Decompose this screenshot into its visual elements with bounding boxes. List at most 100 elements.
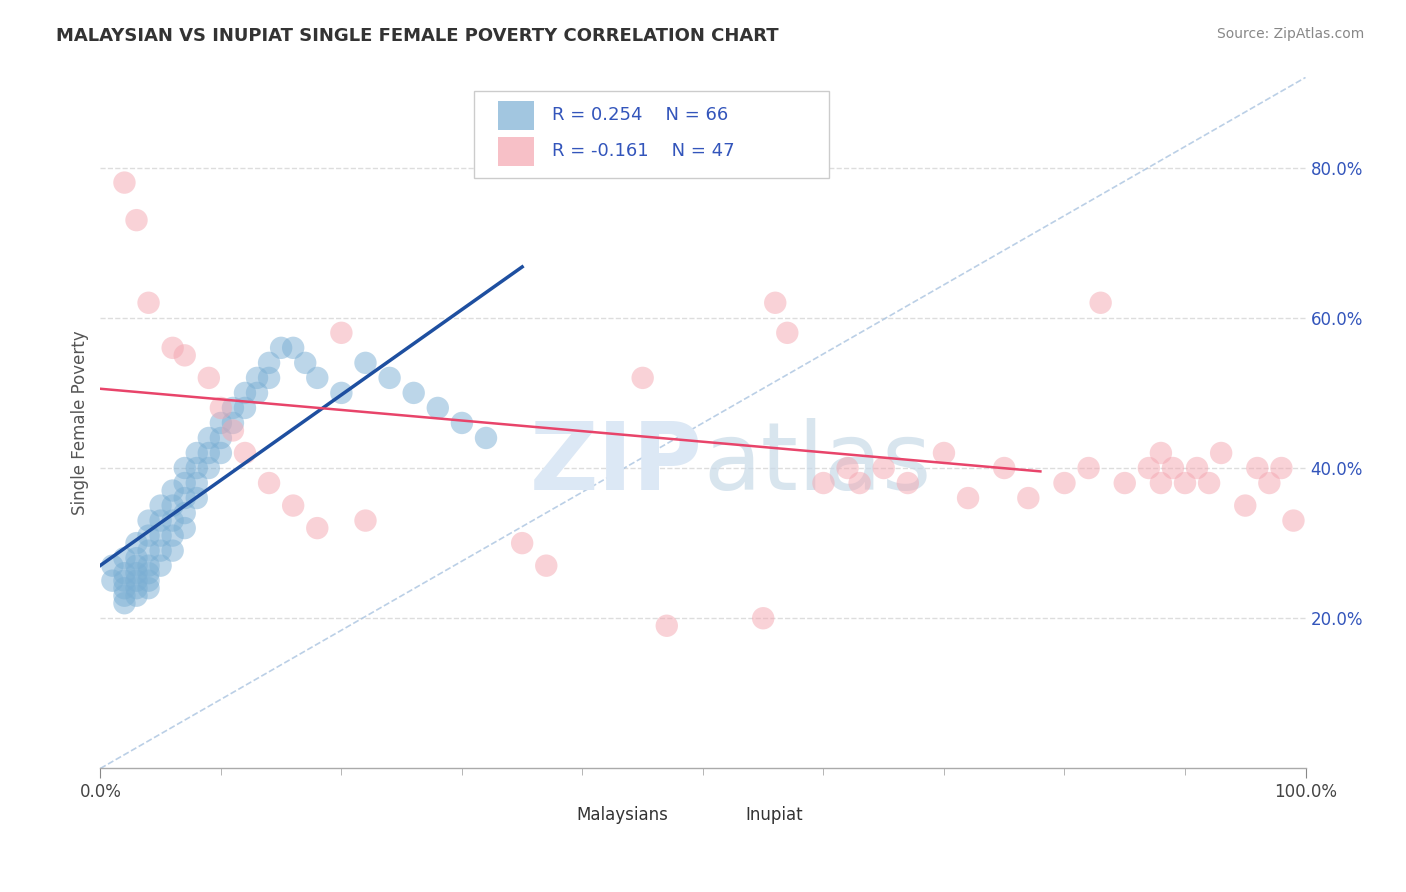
Point bbox=[162, 341, 184, 355]
Bar bbox=[703, 804, 740, 826]
Point bbox=[233, 446, 256, 460]
Point bbox=[1174, 476, 1197, 491]
Point bbox=[114, 566, 136, 581]
Point bbox=[1090, 295, 1112, 310]
Point bbox=[283, 341, 305, 355]
Point bbox=[114, 574, 136, 588]
Point bbox=[138, 558, 160, 573]
Text: R = -0.161    N = 47: R = -0.161 N = 47 bbox=[553, 143, 735, 161]
Point bbox=[149, 499, 172, 513]
Point bbox=[475, 431, 498, 445]
Text: ZIP: ZIP bbox=[530, 418, 703, 510]
Point bbox=[1150, 476, 1173, 491]
Text: Inupiat: Inupiat bbox=[745, 805, 803, 823]
Point bbox=[162, 483, 184, 498]
Text: Source: ZipAtlas.com: Source: ZipAtlas.com bbox=[1216, 27, 1364, 41]
Bar bbox=[498, 101, 534, 130]
Point bbox=[114, 176, 136, 190]
Point bbox=[426, 401, 449, 415]
Point bbox=[138, 581, 160, 595]
Point bbox=[198, 371, 221, 385]
Point bbox=[837, 461, 859, 475]
Point bbox=[283, 499, 305, 513]
Point bbox=[1077, 461, 1099, 475]
Point bbox=[1053, 476, 1076, 491]
Point bbox=[1270, 461, 1292, 475]
Point bbox=[257, 371, 280, 385]
Point bbox=[813, 476, 835, 491]
Point bbox=[162, 528, 184, 542]
Point bbox=[307, 371, 329, 385]
Point bbox=[125, 589, 148, 603]
Point bbox=[186, 476, 208, 491]
Point bbox=[631, 371, 654, 385]
Point bbox=[125, 558, 148, 573]
Point bbox=[776, 326, 799, 340]
Point bbox=[354, 514, 377, 528]
Point bbox=[378, 371, 401, 385]
FancyBboxPatch shape bbox=[474, 91, 830, 178]
Point bbox=[1234, 499, 1257, 513]
Point bbox=[451, 416, 474, 430]
Point bbox=[1114, 476, 1136, 491]
Point bbox=[186, 491, 208, 505]
Point bbox=[125, 581, 148, 595]
Point bbox=[114, 589, 136, 603]
Point bbox=[149, 558, 172, 573]
Point bbox=[173, 348, 195, 362]
Point bbox=[1198, 476, 1220, 491]
Point bbox=[125, 574, 148, 588]
Point bbox=[1185, 461, 1208, 475]
Point bbox=[655, 619, 678, 633]
Point bbox=[1150, 446, 1173, 460]
Point bbox=[209, 431, 232, 445]
Text: Malaysians: Malaysians bbox=[576, 805, 668, 823]
Point bbox=[149, 514, 172, 528]
Point bbox=[402, 385, 425, 400]
Point bbox=[1246, 461, 1268, 475]
Point bbox=[209, 416, 232, 430]
Text: MALAYSIAN VS INUPIAT SINGLE FEMALE POVERTY CORRELATION CHART: MALAYSIAN VS INUPIAT SINGLE FEMALE POVER… bbox=[56, 27, 779, 45]
Point bbox=[222, 424, 245, 438]
Point bbox=[209, 446, 232, 460]
Point bbox=[848, 476, 870, 491]
Point bbox=[536, 558, 558, 573]
Point bbox=[1211, 446, 1233, 460]
Point bbox=[138, 543, 160, 558]
Point bbox=[330, 385, 353, 400]
Point bbox=[209, 401, 232, 415]
Point bbox=[246, 371, 269, 385]
Point bbox=[222, 401, 245, 415]
Point bbox=[270, 341, 292, 355]
Point bbox=[114, 596, 136, 610]
Point bbox=[257, 356, 280, 370]
Point bbox=[932, 446, 955, 460]
Point bbox=[246, 385, 269, 400]
Point bbox=[330, 326, 353, 340]
Point bbox=[873, 461, 896, 475]
Point bbox=[125, 213, 148, 227]
Point bbox=[173, 521, 195, 535]
Point bbox=[957, 491, 980, 505]
Point bbox=[125, 551, 148, 566]
Point bbox=[198, 461, 221, 475]
Point bbox=[993, 461, 1015, 475]
Point bbox=[162, 499, 184, 513]
Point bbox=[101, 574, 124, 588]
Point bbox=[1161, 461, 1184, 475]
Point bbox=[1258, 476, 1281, 491]
Point bbox=[897, 476, 920, 491]
Point bbox=[222, 416, 245, 430]
Point bbox=[198, 446, 221, 460]
Point bbox=[294, 356, 316, 370]
Point bbox=[257, 476, 280, 491]
Point bbox=[307, 521, 329, 535]
Point bbox=[125, 536, 148, 550]
Point bbox=[173, 506, 195, 520]
Point bbox=[149, 528, 172, 542]
Bar bbox=[534, 804, 571, 826]
Point bbox=[763, 295, 786, 310]
Point bbox=[752, 611, 775, 625]
Point bbox=[198, 431, 221, 445]
Text: R = 0.254    N = 66: R = 0.254 N = 66 bbox=[553, 106, 728, 125]
